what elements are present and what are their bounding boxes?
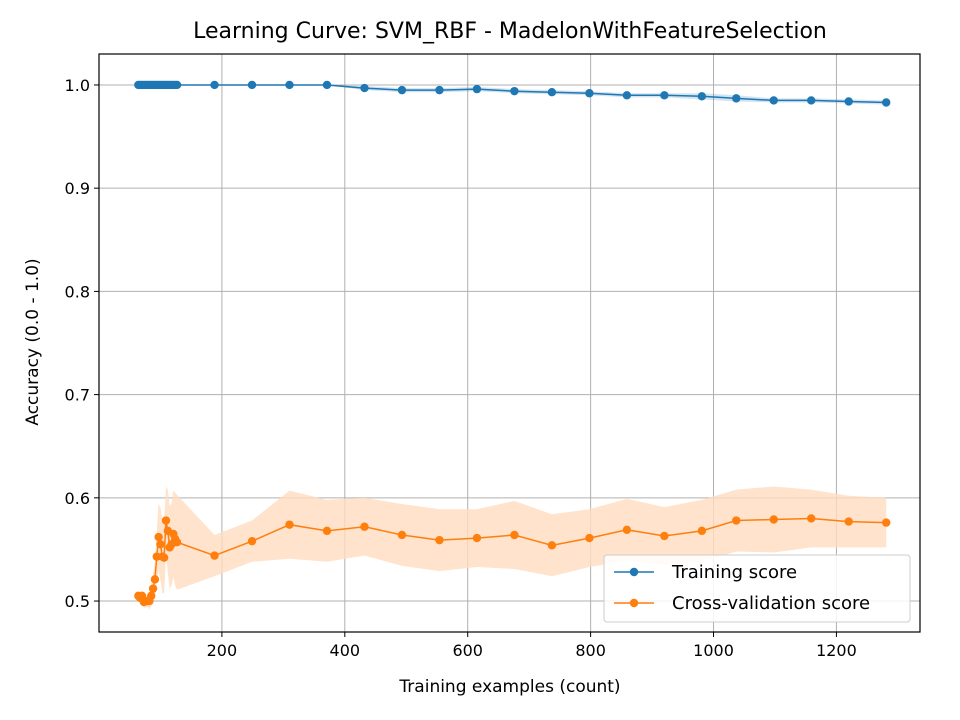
axes-frame (98, 53, 921, 633)
series-1-point (697, 526, 707, 536)
series-0-point (660, 91, 669, 100)
series-1-point (247, 536, 257, 546)
series-1-point (622, 525, 632, 535)
y-tick-label: 0.9 (65, 179, 90, 198)
series-1-point (397, 530, 407, 540)
series-1-point (154, 532, 163, 542)
series-0-point (697, 92, 707, 101)
x-tick-label: 400 (330, 641, 361, 660)
series-1-point (210, 551, 219, 560)
y-tick-label: 0.8 (65, 282, 90, 301)
x-tick-label: 200 (207, 641, 238, 660)
legend-label-0: Training score (671, 562, 797, 583)
x-tick-label: 1000 (693, 641, 734, 660)
series-0-point (510, 86, 519, 96)
series-1-point (435, 535, 444, 545)
x-tick-label: 800 (575, 641, 606, 660)
plot-area: 200 400 600 800 1000 1200 0.5 0.6 0.7 0.8 0.9 1.0 Tr… (65, 53, 921, 660)
series-1-point (769, 515, 778, 524)
y-tick-label: 0.5 (65, 592, 90, 611)
series-0-point (285, 80, 294, 90)
y-tick-label: 1.0 (65, 76, 90, 95)
series-0-point (844, 97, 853, 106)
series-0-point (247, 80, 257, 90)
series-0-point (769, 96, 778, 105)
series-1-point (150, 575, 160, 584)
series-0-point (585, 89, 594, 98)
series-0-point (435, 85, 444, 95)
series-0-point (472, 84, 482, 94)
series-1-point (510, 530, 519, 540)
series-0-point (732, 94, 741, 103)
y-axis-label: Accuracy (0.0 - 1.0) (23, 258, 43, 425)
series-1-point (147, 591, 156, 601)
series-1-point (172, 538, 182, 547)
series-0-point (210, 80, 219, 90)
series-0-point (807, 96, 816, 105)
legend-marker-0 (629, 567, 639, 577)
y-tick-label: 0.7 (65, 386, 90, 405)
series-1-point (807, 514, 816, 523)
series-1-point (547, 541, 557, 550)
series-1-point (585, 533, 594, 543)
series-1-point (472, 533, 482, 543)
series-0-point (547, 87, 557, 97)
legend-box (603, 554, 911, 623)
series-1-point (732, 516, 741, 525)
legend-label-1: Cross-validation score (672, 593, 870, 614)
series-0-point (622, 91, 632, 100)
x-tick-label: 600 (452, 641, 483, 660)
y-tick-label: 0.6 (65, 489, 90, 508)
series-1-point (660, 531, 669, 541)
series-0-point (882, 98, 891, 107)
series-1-point (161, 516, 171, 525)
series-0-point (397, 85, 407, 95)
series-1-point (159, 553, 169, 562)
series-0-point (322, 80, 332, 90)
series-1-point (322, 526, 332, 536)
series-0-point (360, 83, 369, 93)
chart-title: Learning Curve: SVM_RBF - MadelonWithFea… (193, 19, 827, 44)
series-1-point (285, 520, 294, 529)
series-1-std-band (138, 486, 887, 610)
series-1-point (844, 517, 853, 526)
series-1-point (360, 522, 369, 531)
x-tick-label: 1200 (816, 641, 857, 660)
legend-marker-1 (629, 598, 639, 608)
series-0-point (172, 80, 182, 90)
x-axis-label: Training examples (count) (398, 677, 620, 697)
series-1-point (156, 540, 165, 549)
series-1-point (148, 584, 158, 593)
series-1-point (882, 518, 891, 527)
